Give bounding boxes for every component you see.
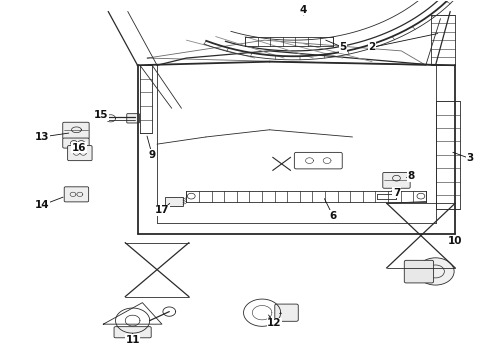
FancyBboxPatch shape: [114, 327, 151, 338]
Text: 4: 4: [300, 5, 307, 15]
Circle shape: [417, 258, 454, 285]
Text: 17: 17: [155, 206, 169, 216]
Text: 15: 15: [94, 111, 108, 121]
FancyBboxPatch shape: [63, 122, 89, 139]
Text: 3: 3: [466, 153, 473, 163]
FancyBboxPatch shape: [275, 304, 298, 321]
Text: 7: 7: [393, 188, 400, 198]
FancyBboxPatch shape: [404, 260, 434, 283]
Text: 11: 11: [125, 334, 140, 345]
Text: 8: 8: [408, 171, 415, 181]
FancyBboxPatch shape: [165, 197, 183, 206]
Text: 14: 14: [35, 200, 49, 210]
Text: 9: 9: [148, 150, 156, 160]
Text: 2: 2: [368, 42, 376, 52]
Text: 12: 12: [267, 319, 282, 328]
FancyBboxPatch shape: [64, 187, 89, 202]
FancyBboxPatch shape: [68, 145, 92, 161]
Text: 10: 10: [448, 236, 463, 246]
FancyBboxPatch shape: [383, 172, 410, 188]
FancyBboxPatch shape: [63, 138, 89, 148]
Text: 6: 6: [329, 211, 337, 221]
Text: 5: 5: [339, 42, 346, 52]
FancyBboxPatch shape: [127, 114, 140, 123]
Text: 16: 16: [72, 143, 86, 153]
Text: 13: 13: [35, 132, 49, 142]
